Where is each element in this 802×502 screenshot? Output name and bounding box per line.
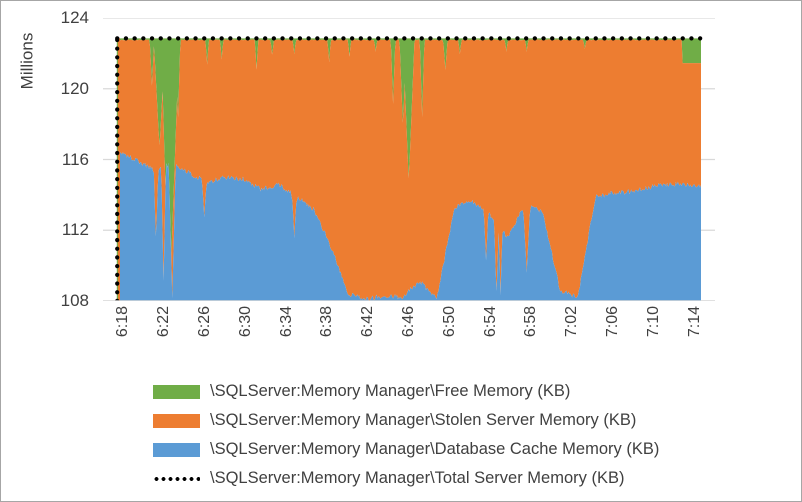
legend-item-1[interactable]: \SQLServer:Memory Manager\Stolen Server …: [1, 406, 801, 435]
legend-item-0[interactable]: \SQLServer:Memory Manager\Free Memory (K…: [1, 377, 801, 406]
y-axis-tick-108: 108: [60, 291, 89, 310]
stacked-area-chart-svg: [103, 18, 715, 301]
legend-swatch-color-icon: [153, 384, 200, 399]
legend-swatch-color-icon: [153, 413, 200, 428]
legend-swatch-color-icon: [153, 442, 200, 457]
y-axis-tick-120: 120: [60, 78, 89, 98]
chart-legend: \SQLServer:Memory Manager\Free Memory (K…: [1, 377, 801, 493]
area-free-memory: [120, 38, 701, 256]
legend-label: \SQLServer:Memory Manager\Stolen Server …: [210, 411, 637, 429]
x-axis-tick-labels: 6:18 6:22 6:26 6:30 6:34 6:38 6:42 6:46 6:50 6:54…: [114, 306, 703, 338]
legend-swatch-dotted-line-icon: [153, 472, 200, 486]
y-axis-tick-112: 112: [61, 220, 89, 240]
y-axis-tick-116: 116: [61, 149, 89, 169]
plot-area: [103, 18, 715, 301]
legend-label: \SQLServer:Memory Manager\Database Cache…: [210, 440, 660, 458]
legend-label: \SQLServer:Memory Manager\Free Memory (K…: [210, 382, 571, 400]
legend-item-2[interactable]: \SQLServer:Memory Manager\Database Cache…: [1, 435, 801, 464]
area-database-cache-memory: [120, 152, 701, 301]
legend-item-3[interactable]: \SQLServer:Memory Manager\Total Server M…: [1, 464, 801, 493]
y-axis-tick-124: 124: [60, 8, 89, 27]
area-stolen-server-memory: [120, 39, 701, 301]
y-axis-tick-labels: 108 112 116 120 124: [21, 1, 89, 501]
legend-label: \SQLServer:Memory Manager\Total Server M…: [210, 469, 625, 487]
